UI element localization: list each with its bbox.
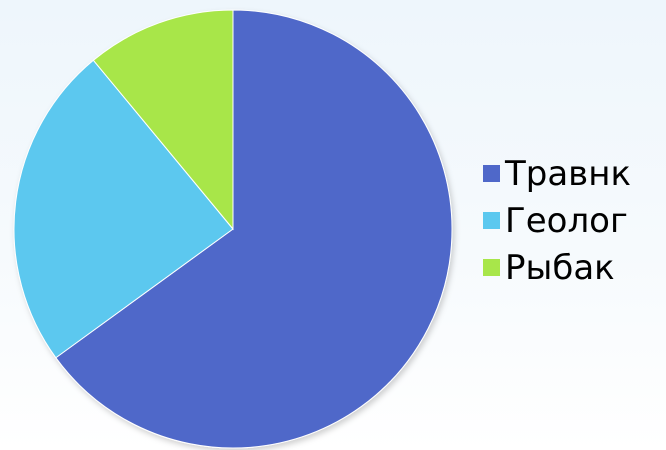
legend-item-1: Геолог: [483, 199, 631, 242]
legend-item-2: Рыбак: [483, 246, 631, 289]
legend-label-1: Геолог: [505, 200, 628, 241]
pie-slice-2: [92, 9, 234, 231]
pie-slice-1: [13, 59, 234, 359]
pie-slice-0: [55, 9, 453, 449]
legend-label-2: Рыбак: [505, 247, 615, 288]
legend-item-0: Травнк: [483, 152, 631, 195]
legend-swatch-0: [483, 165, 500, 182]
legend-swatch-2: [483, 259, 500, 276]
legend-swatch-1: [483, 212, 500, 229]
legend: Травнк Геолог Рыбак: [483, 152, 631, 289]
legend-label-0: Травнк: [505, 153, 631, 194]
